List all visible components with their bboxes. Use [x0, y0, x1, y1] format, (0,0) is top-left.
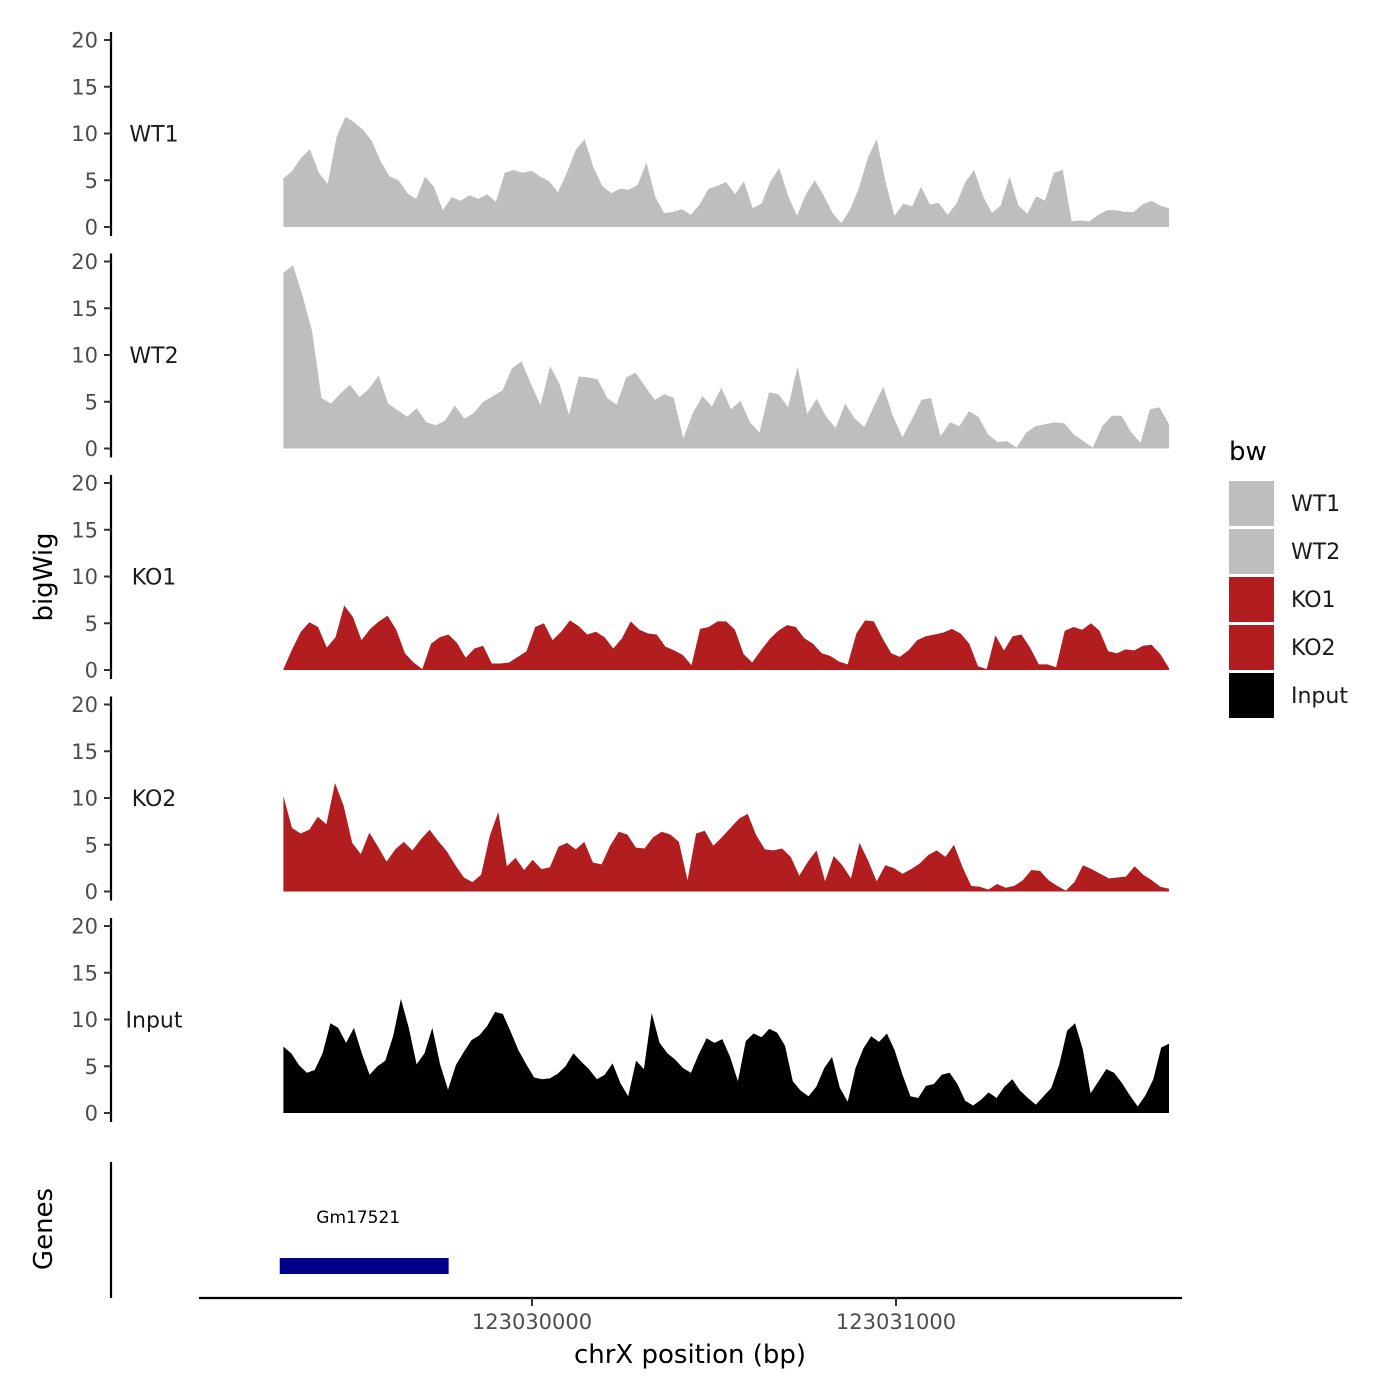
y-tick-label: 0: [85, 659, 98, 683]
y-tick-label: 5: [85, 390, 98, 414]
y-tick-label: 15: [71, 297, 98, 321]
track-input: 0 5 10 15 20 Input: [71, 915, 1169, 1126]
y-tick-label: 20: [71, 472, 98, 496]
y-tick-label: 0: [85, 437, 98, 461]
legend-swatch: [1229, 577, 1274, 622]
y-tick-label: 20: [71, 693, 98, 717]
gene-label: Gm17521: [316, 1208, 400, 1228]
y-tick-label: 10: [71, 787, 98, 811]
x-tick-label: 123031000: [836, 1310, 956, 1334]
legend-label: WT1: [1291, 492, 1340, 517]
coverage-area-ko1: [283, 605, 1169, 670]
x-axis-ticks: 123030000 123031000: [472, 1298, 956, 1334]
track-label: WT1: [129, 123, 178, 148]
y-tick-label: 0: [85, 216, 98, 240]
track-label: Input: [126, 1009, 183, 1034]
legend-label: Input: [1291, 684, 1348, 709]
track-ko1: 0 5 10 15 20 KO1: [71, 472, 1169, 683]
y-tick-label: 10: [71, 565, 98, 589]
x-axis-title: chrX position (bp): [574, 1340, 806, 1370]
y-tick-label: 15: [71, 75, 98, 99]
bigwig-tracks: 0 5 10 15 20 WT1 0 5 10 15 20 WT2 0 5 10 15 20 KO1 0 5 10 15 2…: [71, 29, 1169, 1126]
coverage-area-wt1: [283, 116, 1169, 227]
legend-entries: WT1 WT2 KO1 KO2 Input: [1229, 481, 1348, 718]
gene-panel: Genes Gm17521: [29, 1162, 449, 1298]
legend: bw WT1 WT2 KO1 KO2 Input: [1229, 437, 1348, 718]
legend-swatch: [1229, 529, 1274, 574]
gene-models: Gm17521: [279, 1208, 449, 1274]
coverage-area-wt2: [283, 265, 1169, 449]
y-tick-label: 15: [71, 740, 98, 764]
legend-title: bw: [1229, 437, 1267, 467]
y-tick-label: 20: [71, 915, 98, 939]
track-ko2: 0 5 10 15 20 KO2: [71, 693, 1169, 904]
coverage-area-ko2: [283, 783, 1169, 892]
x-tick-label: 123030000: [472, 1310, 592, 1334]
y-tick-label: 10: [71, 1008, 98, 1032]
legend-swatch: [1229, 625, 1274, 670]
y-tick-label: 15: [71, 961, 98, 985]
legend-label: KO1: [1291, 588, 1336, 613]
y-tick-label: 10: [71, 344, 98, 368]
track-wt1: 0 5 10 15 20 WT1: [71, 29, 1169, 240]
y-tick-label: 5: [85, 169, 98, 193]
legend-entry: KO2: [1229, 625, 1336, 670]
y-tick-label: 0: [85, 1102, 98, 1126]
coverage-area-input: [283, 998, 1169, 1113]
legend-entry: WT2: [1229, 529, 1340, 574]
legend-swatch: [1229, 673, 1274, 718]
genes-axis-title: Genes: [29, 1188, 59, 1270]
legend-entry: Input: [1229, 673, 1348, 718]
y-tick-label: 5: [85, 612, 98, 636]
y-axis-title: bigWig: [29, 532, 59, 621]
track-label: WT2: [129, 344, 178, 369]
legend-label: WT2: [1291, 540, 1340, 565]
x-axis: 123030000 123031000 chrX position (bp): [199, 1296, 1182, 1370]
track-label: KO2: [132, 787, 177, 812]
track-label: KO1: [132, 566, 177, 591]
y-tick-label: 5: [85, 1055, 98, 1079]
y-tick-label: 15: [71, 518, 98, 542]
y-tick-label: 0: [85, 880, 98, 904]
legend-entry: WT1: [1229, 481, 1340, 526]
legend-swatch: [1229, 481, 1274, 526]
y-tick-label: 20: [71, 250, 98, 274]
y-tick-label: 5: [85, 833, 98, 857]
y-tick-label: 10: [71, 122, 98, 146]
y-tick-label: 20: [71, 29, 98, 53]
gene-body: [279, 1258, 449, 1274]
legend-entry: KO1: [1229, 577, 1336, 622]
track-wt2: 0 5 10 15 20 WT2: [71, 250, 1169, 461]
legend-label: KO2: [1291, 636, 1336, 661]
